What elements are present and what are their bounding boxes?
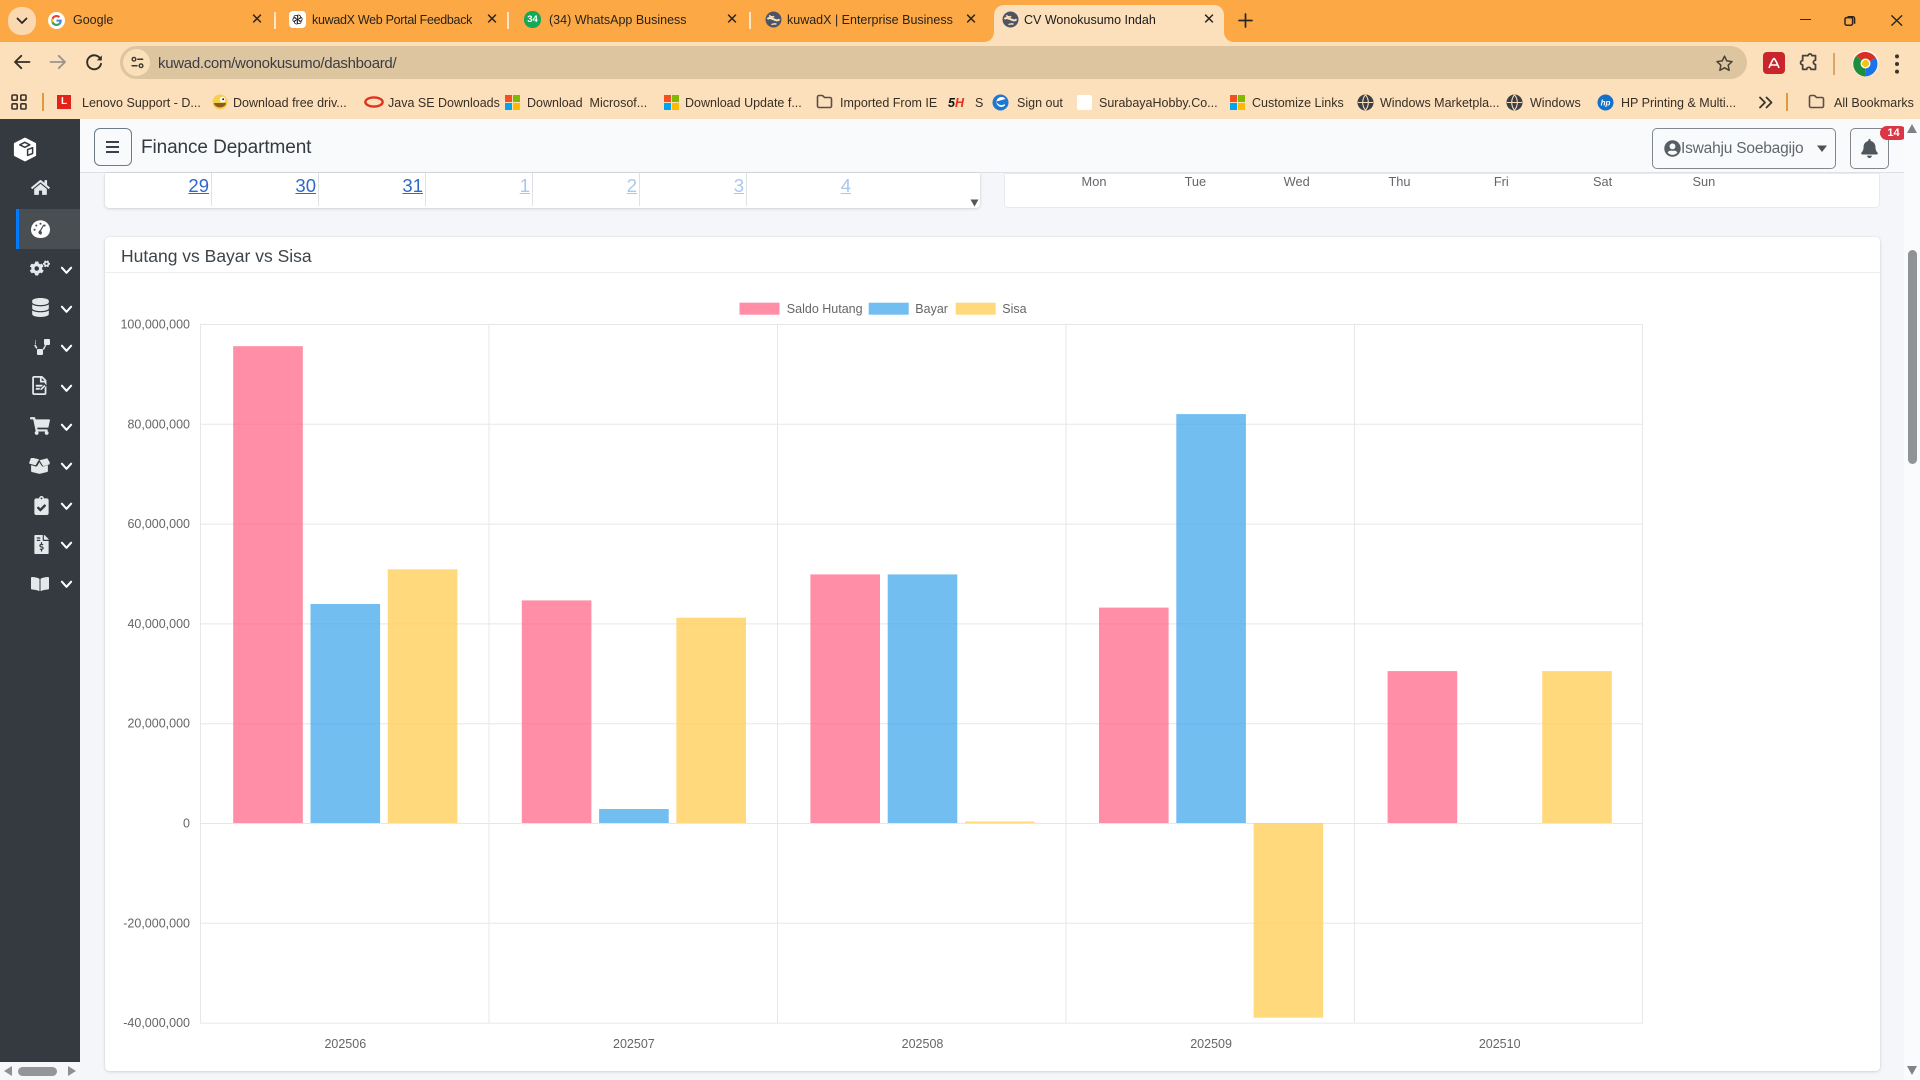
svg-text:100,000,000: 100,000,000 [120,318,190,332]
svg-text:202509: 202509 [1190,1037,1232,1051]
svg-text:-20,000,000: -20,000,000 [123,916,190,930]
svg-text:-40,000,000: -40,000,000 [123,1016,190,1030]
svg-text:Saldo Hutang: Saldo Hutang [787,302,863,316]
svg-text:40,000,000: 40,000,000 [127,617,190,631]
svg-text:60,000,000: 60,000,000 [127,517,190,531]
svg-text:202508: 202508 [902,1037,944,1051]
svg-text:Bayar: Bayar [915,302,948,316]
svg-text:hp: hp [1601,99,1611,108]
svg-text:80,000,000: 80,000,000 [127,417,190,431]
svg-text:202510: 202510 [1479,1037,1521,1051]
svg-text:Sisa: Sisa [1002,302,1026,316]
svg-text:202506: 202506 [324,1037,366,1051]
svg-text:202507: 202507 [613,1037,655,1051]
svg-text:20,000,000: 20,000,000 [127,717,190,731]
svg-text:0: 0 [183,817,190,831]
